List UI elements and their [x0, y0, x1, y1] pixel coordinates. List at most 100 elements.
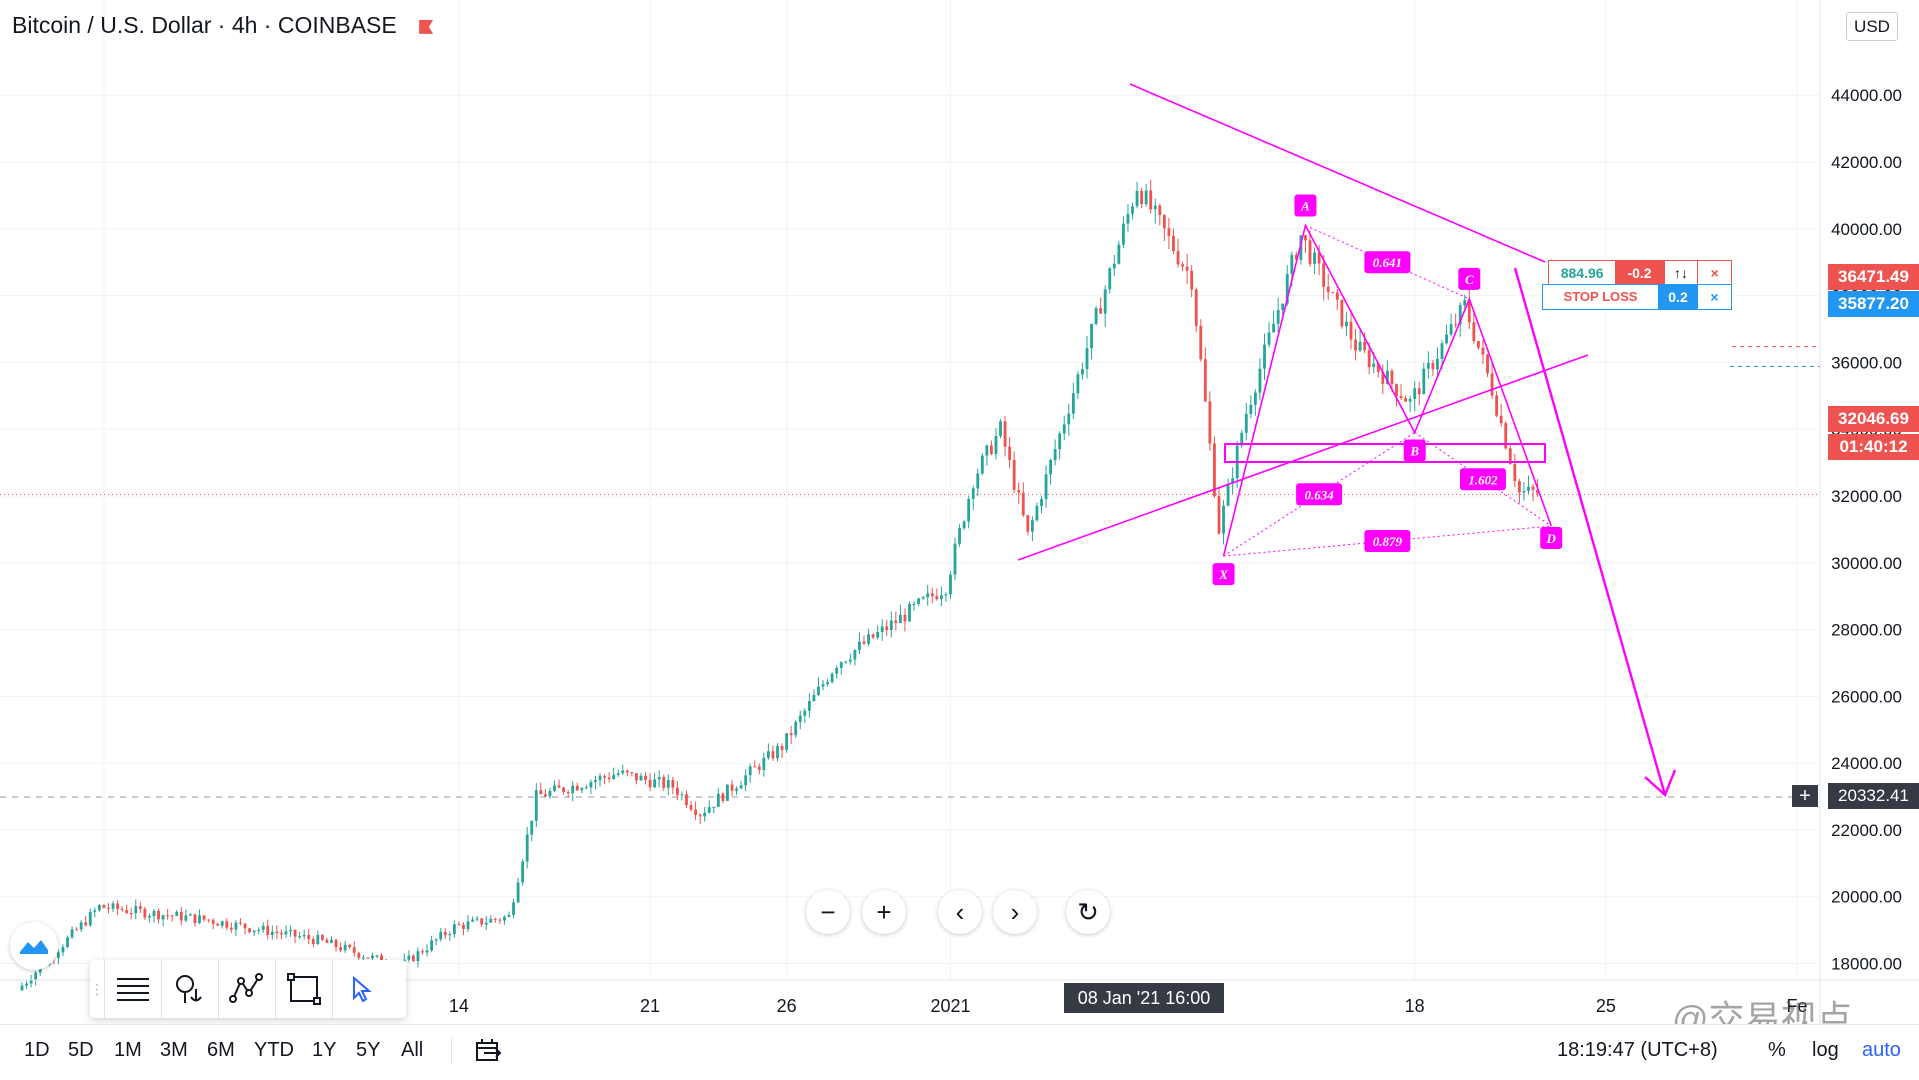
pattern-point-c[interactable]: [1458, 267, 1481, 290]
ratio-ac-box: [1364, 251, 1411, 274]
position-row[interactable]: 884.96 -0.2 ↑↓ ×: [1548, 260, 1732, 286]
candle-body: [575, 785, 579, 791]
candle-body: [421, 951, 424, 953]
trendline-upper[interactable]: [1129, 83, 1546, 263]
pattern-point-label: C: [1465, 272, 1474, 287]
candle-body: [589, 782, 593, 788]
candle-body: [562, 787, 566, 793]
clock[interactable]: 18:19:47 (UTC+8): [1557, 1039, 1718, 1061]
candle-body: [1249, 404, 1253, 414]
trendline-lower[interactable]: [1017, 354, 1589, 561]
candle-body: [261, 925, 265, 930]
candle-body: [1176, 251, 1180, 265]
pattern-button[interactable]: [218, 960, 275, 1018]
candle-body: [1008, 446, 1012, 460]
close-position-icon[interactable]: ×: [1697, 261, 1731, 285]
candle-body: [220, 921, 224, 926]
candle-body: [1395, 384, 1398, 397]
candle-body: [466, 921, 470, 929]
date-range-icon[interactable]: [474, 1037, 502, 1065]
candle-body: [1290, 254, 1294, 274]
candle-body: [179, 911, 183, 921]
candle-body: [339, 947, 343, 951]
percent-toggle[interactable]: %: [1768, 1039, 1786, 1061]
candle-body: [657, 777, 661, 780]
candle-body: [1149, 190, 1153, 210]
pin-anchor-icon: [176, 975, 202, 1003]
candle-body: [129, 912, 133, 914]
tradingview-logo-icon[interactable]: [10, 922, 58, 970]
projection-arrow[interactable]: [1513, 267, 1667, 796]
candle-body: [1035, 505, 1039, 521]
range-1m[interactable]: 1M: [114, 1039, 142, 1061]
reverse-icon[interactable]: ↑↓: [1663, 261, 1698, 285]
candle-body: [293, 929, 297, 937]
range-3m[interactable]: 3M: [160, 1039, 188, 1061]
scroll-right-button[interactable]: ›: [993, 890, 1037, 934]
rectangle-button[interactable]: [275, 960, 332, 1018]
add-level-icon[interactable]: +: [1792, 785, 1818, 807]
candle-body: [1026, 515, 1030, 532]
close-stop-icon[interactable]: ×: [1710, 289, 1719, 305]
range-6m[interactable]: 6M: [207, 1039, 235, 1061]
currency-badge[interactable]: USD: [1846, 12, 1898, 41]
time-tick-label: 25: [1596, 996, 1616, 1016]
candle-body: [698, 815, 702, 817]
candle-body: [1372, 363, 1376, 368]
range-5d[interactable]: 5D: [68, 1039, 94, 1061]
candle-body: [1422, 368, 1426, 395]
auto-toggle[interactable]: auto: [1862, 1039, 1901, 1061]
ratio-bd-box: [1459, 468, 1506, 491]
candle-body: [1335, 292, 1339, 300]
zoom-out-button[interactable]: −: [806, 890, 850, 934]
price-tick-label: 22000.00: [1831, 821, 1902, 840]
price-tick-label: 30000.00: [1831, 554, 1902, 573]
candle-body: [471, 919, 474, 922]
range-5y[interactable]: 5Y: [356, 1039, 381, 1061]
pattern-point-a[interactable]: [1294, 194, 1317, 217]
cursor-button[interactable]: [332, 960, 389, 1018]
candle-body: [1217, 496, 1221, 534]
candle-body: [280, 933, 283, 935]
candle-body: [334, 939, 338, 948]
candle-body: [407, 955, 411, 960]
candle-body: [97, 905, 101, 911]
anchor-button[interactable]: [161, 960, 218, 1018]
candle-body: [1495, 395, 1499, 416]
candle-body: [1263, 344, 1266, 369]
candle-body: [1404, 398, 1408, 402]
candle-body: [980, 455, 984, 474]
range-1y[interactable]: 1Y: [312, 1039, 337, 1061]
log-toggle[interactable]: log: [1812, 1039, 1839, 1061]
stop-loss-row[interactable]: STOP LOSS 0.2 ×: [1542, 284, 1732, 310]
drag-handle-icon[interactable]: ⋮: [90, 980, 104, 997]
candle-body: [1517, 481, 1521, 493]
candle-body: [1304, 235, 1307, 241]
pattern-point-x[interactable]: [1212, 563, 1235, 586]
zoom-in-button[interactable]: +: [862, 890, 906, 934]
scroll-left-button[interactable]: ‹: [938, 890, 982, 934]
candle-body: [1363, 341, 1367, 351]
candle-body: [1185, 266, 1189, 271]
candle-body: [229, 927, 233, 930]
time-tick-label: 26: [777, 996, 797, 1016]
pattern-point-b[interactable]: [1403, 439, 1426, 462]
range-1d[interactable]: 1D: [24, 1039, 50, 1061]
candle-body: [1504, 423, 1508, 449]
flag-icon[interactable]: [419, 19, 434, 34]
xabcd-pattern[interactable]: [1222, 223, 1552, 557]
candle-body: [616, 773, 620, 775]
candle-body: [493, 918, 497, 920]
candle-body: [625, 770, 629, 773]
line-tools-button[interactable]: [104, 960, 161, 1018]
range-ytd[interactable]: YTD: [254, 1039, 294, 1061]
candle-body: [889, 620, 893, 631]
candle-body: [543, 794, 547, 797]
range-all[interactable]: All: [401, 1039, 424, 1061]
candle-body: [116, 903, 119, 910]
candle-body: [1513, 463, 1517, 482]
pattern-point-d[interactable]: [1540, 527, 1563, 550]
target-zone-box[interactable]: [1224, 443, 1546, 463]
reset-chart-button[interactable]: ↻: [1066, 890, 1110, 934]
